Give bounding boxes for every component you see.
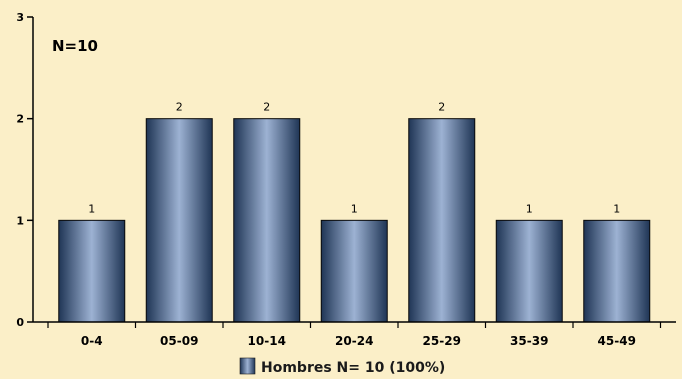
chart-annotation: N=10 (52, 37, 98, 55)
bar-45-49 (583, 219, 651, 323)
data-label-25-29: 2 (438, 101, 445, 114)
bar-10-14 (233, 118, 301, 323)
bar-35-39 (495, 219, 563, 323)
legend-swatch (239, 357, 256, 375)
x-tick-label-05-09: 05-09 (160, 334, 198, 348)
legend: Hombres N= 10 (100%) (239, 357, 445, 376)
x-tick-label-25-29: 25-29 (423, 334, 461, 348)
x-tick-label-35-39: 35-39 (510, 334, 548, 348)
x-tick-label-10-14: 10-14 (248, 334, 286, 348)
data-label-10-14: 2 (263, 101, 270, 114)
y-tick-label-0: 0 (16, 316, 24, 329)
data-label-20-24: 1 (351, 202, 358, 215)
x-tick-label-0-4: 0-4 (81, 334, 103, 348)
axis-layer: 0 1 2 3 (16, 11, 676, 329)
y-tick-label-1: 1 (16, 214, 24, 227)
bar-05-09 (145, 118, 213, 323)
bar-0-4 (58, 219, 126, 323)
data-label-35-39: 1 (526, 202, 533, 215)
data-label-05-09: 2 (176, 101, 183, 114)
x-tick-label-20-24: 20-24 (335, 334, 373, 348)
bar-25-29 (408, 118, 476, 323)
labels-layer: 1 0-4 2 05-09 2 10-14 1 20-24 2 25-29 1 35-39 1 45-49 (81, 101, 636, 348)
data-label-0-4: 1 (88, 202, 95, 215)
x-tick-label-45-49: 45-49 (598, 334, 636, 348)
bar-20-24 (320, 219, 388, 323)
bars-layer (58, 118, 651, 323)
legend-label: Hombres N= 10 (100%) (261, 360, 445, 376)
data-label-45-49: 1 (613, 202, 620, 215)
y-tick-label-3: 3 (16, 11, 24, 24)
y-tick-label-2: 2 (16, 113, 24, 126)
